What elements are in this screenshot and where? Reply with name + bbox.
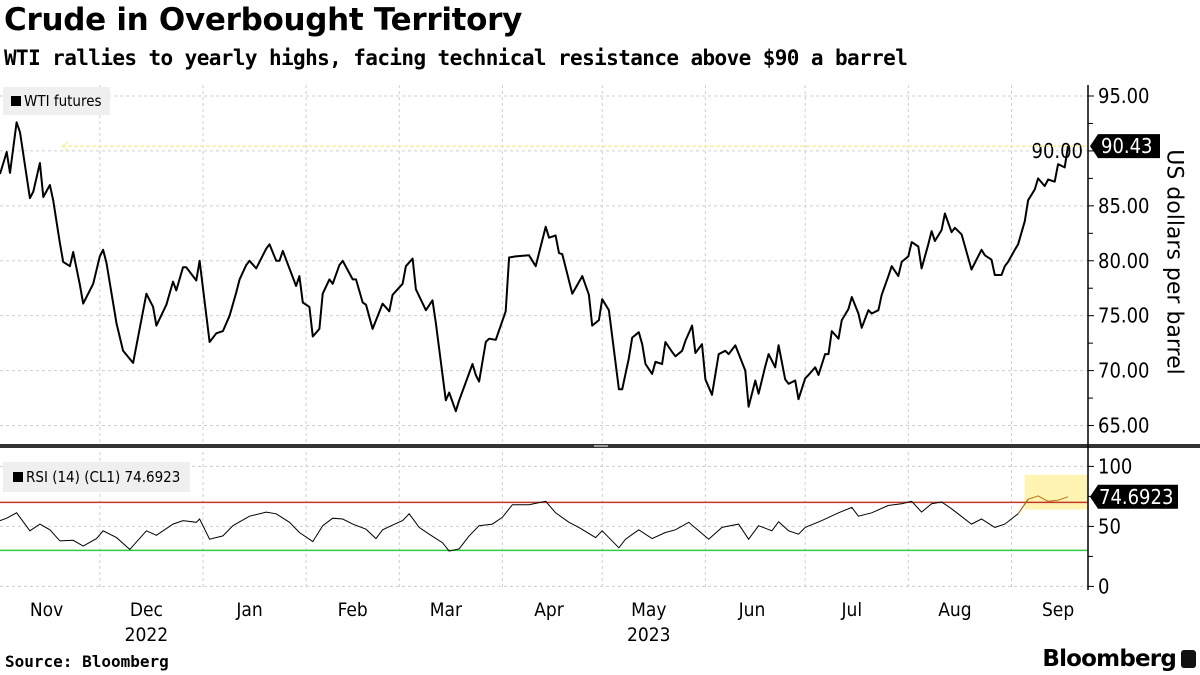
y-tick-label: 100 bbox=[1098, 454, 1132, 478]
last-rsi-label: 74.6923 bbox=[1099, 485, 1173, 509]
price-legend-label: WTI futures bbox=[24, 92, 102, 110]
y-tick-label: 65.00 bbox=[1098, 414, 1150, 438]
x-tick-label: Sep bbox=[1042, 599, 1074, 621]
source-note: Source: Bloomberg bbox=[5, 652, 169, 671]
y-tick-label: 70.00 bbox=[1098, 359, 1150, 383]
price-legend: WTI futures bbox=[3, 87, 110, 115]
x-tick-label: Jun bbox=[738, 599, 766, 621]
last-value-arrow-icon bbox=[61, 141, 69, 151]
x-tick-label: Mar bbox=[430, 599, 463, 621]
x-tick-label: Apr bbox=[534, 599, 565, 621]
bloomberg-logo: Bloomberg bbox=[1042, 646, 1176, 672]
rsi-legend: RSI (14) (CL1) 74.6923 bbox=[3, 462, 191, 492]
panel-resize-handle bbox=[594, 445, 608, 447]
x-tick-label: Dec bbox=[130, 599, 163, 621]
chart-subtitle: WTI rallies to yearly highs, facing tech… bbox=[4, 46, 908, 70]
chart-title: Crude in Overbought Territory bbox=[4, 2, 523, 38]
x-tick-label: Jan bbox=[235, 599, 262, 621]
y-axis-label: US dollars per barrel bbox=[1161, 149, 1187, 375]
rsi-series-line bbox=[0, 499, 1029, 552]
legend-swatch bbox=[13, 472, 23, 482]
x-tick-label: Feb bbox=[338, 599, 368, 621]
rsi-legend-label: RSI (14) (CL1) 74.6923 bbox=[26, 468, 181, 486]
y-tick-label: 95.00 bbox=[1098, 84, 1150, 108]
bloomberg-chart-icon bbox=[1181, 650, 1196, 668]
last-price-label: 90.43 bbox=[1101, 134, 1153, 158]
legend-swatch bbox=[11, 96, 21, 106]
y-tick-label: 50 bbox=[1098, 514, 1121, 538]
x-tick-label: Nov bbox=[30, 599, 63, 621]
y-tick-label: 0 bbox=[1098, 574, 1109, 598]
x-year-label: 2023 bbox=[627, 624, 671, 646]
rsi-highlight-line bbox=[1017, 495, 1069, 515]
x-tick-label: May bbox=[631, 599, 666, 621]
price-series-line bbox=[0, 121, 1069, 413]
y-tick-label: 75.00 bbox=[1098, 304, 1150, 328]
last-rsi-badge bbox=[1090, 484, 1178, 509]
y-tick-label: 90.00 bbox=[1032, 139, 1084, 163]
y-tick-label: 80.00 bbox=[1098, 249, 1150, 273]
x-year-label: 2022 bbox=[125, 624, 169, 646]
x-tick-label: Jul bbox=[840, 599, 862, 621]
y-tick-label: 85.00 bbox=[1098, 194, 1150, 218]
overbought-highlight bbox=[1024, 474, 1088, 510]
last-price-badge bbox=[1090, 134, 1160, 159]
x-tick-label: Aug bbox=[938, 599, 971, 621]
